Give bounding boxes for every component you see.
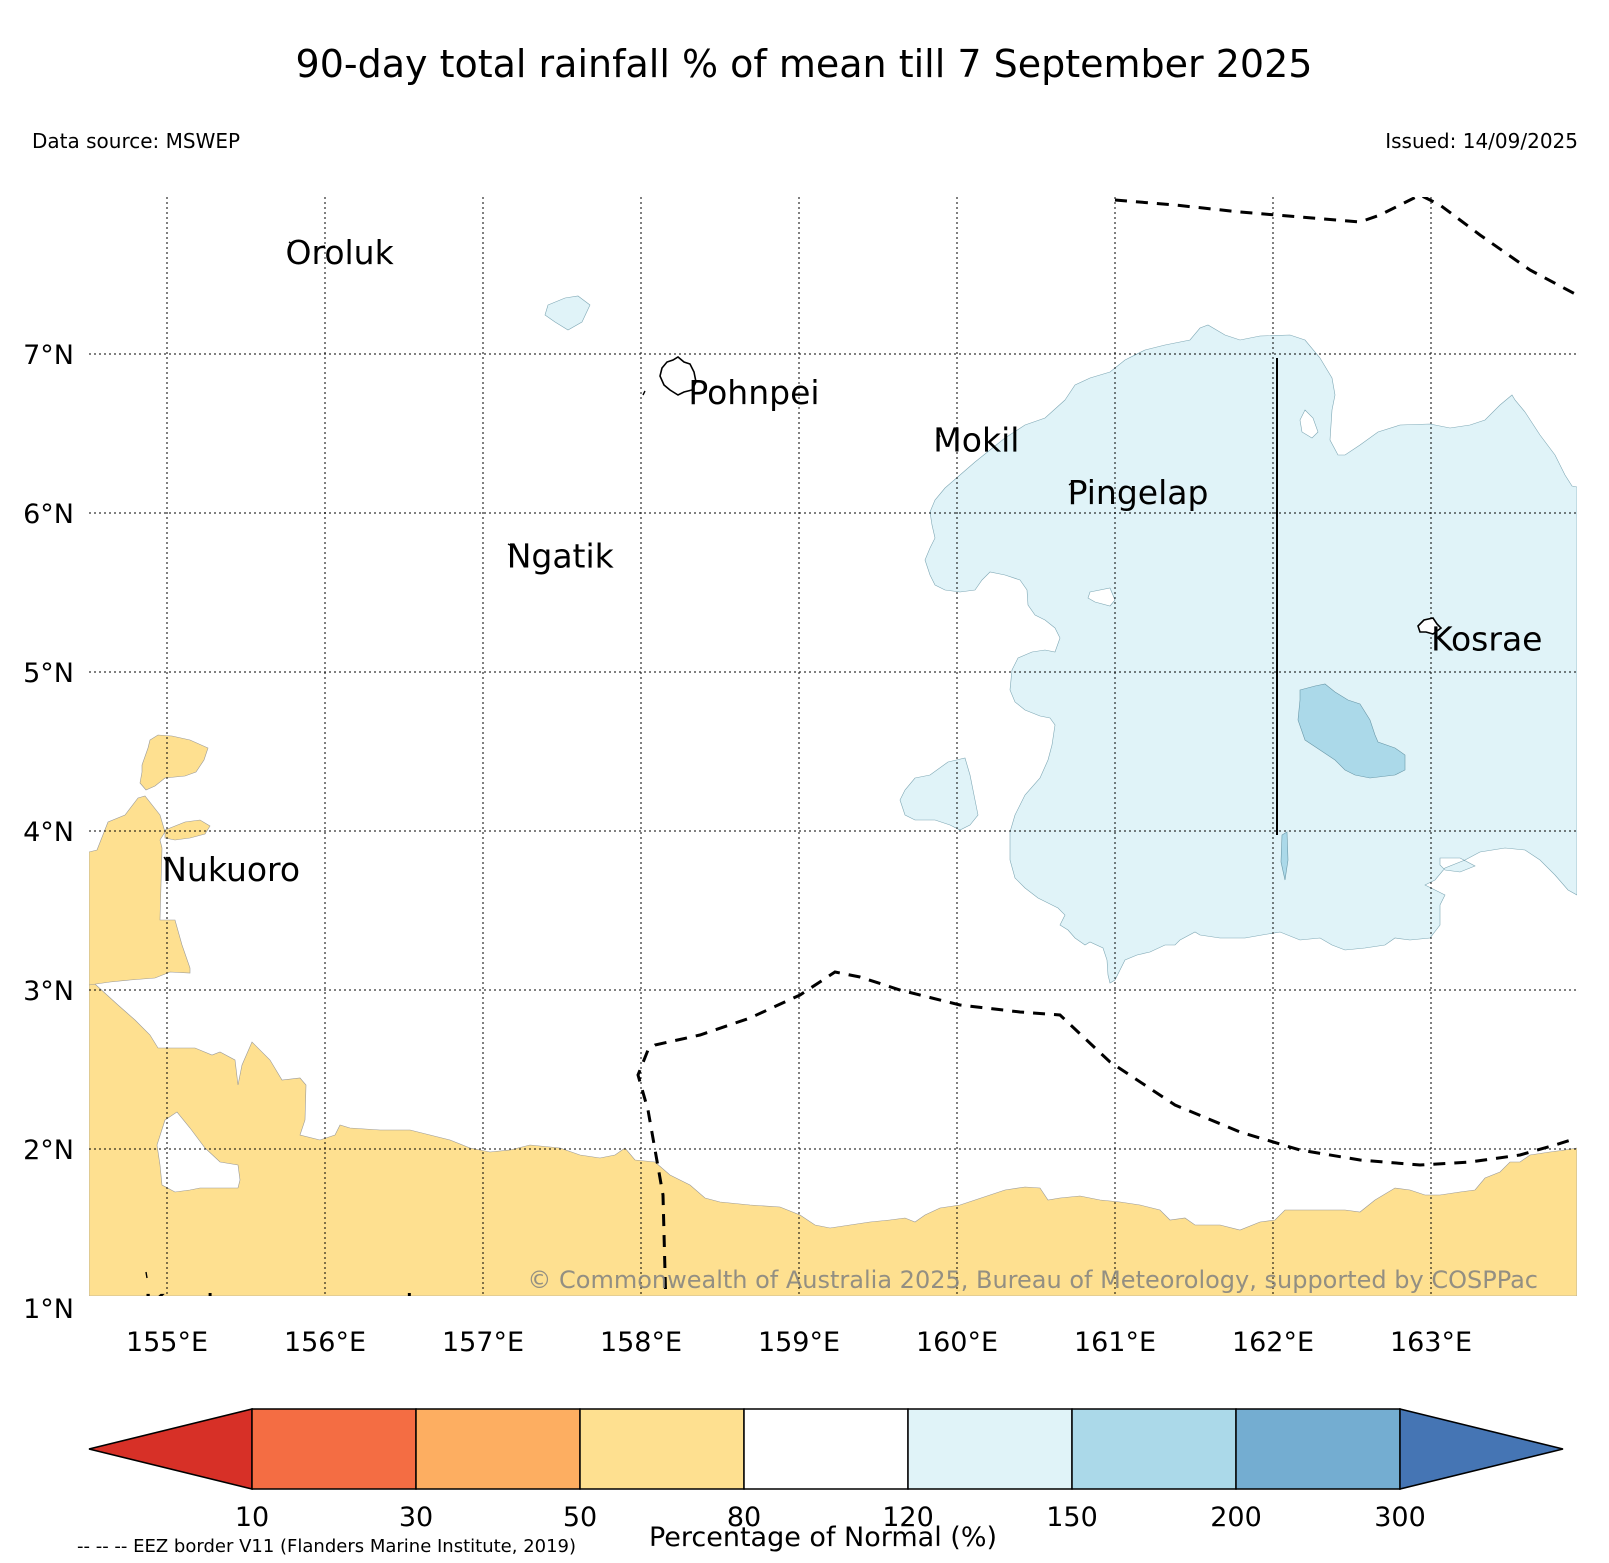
eez-border-south-east bbox=[636, 970, 1577, 1296]
rainfall-region-kosrae-south bbox=[1297, 683, 1406, 779]
longitude-tick-label: 155°E bbox=[126, 1327, 208, 1358]
rainfall-well-above-normal-regions bbox=[1280, 683, 1406, 881]
longitude-tick-labels: 155°E 156°E 157°E 158°E 159°E 160°E 161°E 162°E… bbox=[126, 1327, 1472, 1358]
latitude-tick-label: 1°N bbox=[23, 1294, 74, 1325]
ngatik-atoll-marker bbox=[507, 543, 517, 549]
colorbar-tick-label: 50 bbox=[563, 1502, 597, 1533]
kosrae-island bbox=[1417, 617, 1443, 635]
colorbar-extend-low bbox=[88, 1408, 253, 1490]
colorbar-tick-label: 30 bbox=[399, 1502, 433, 1533]
place-label-kosrae: Kosrae bbox=[1431, 619, 1542, 658]
latitude-tick-labels: 7°N 6°N 5°N 4°N 3°N 2°N 1°N bbox=[23, 340, 74, 1325]
longitude-tick-label: 160°E bbox=[916, 1327, 998, 1358]
place-labels: Oroluk Pohnpei Mokil Pingelap Ngatik Kosrae Nu… bbox=[143, 233, 1542, 1326]
figure-title: 90-day total rainfall % of mean till 7 S… bbox=[296, 42, 1313, 86]
issued-date-label: Issued: 14/09/2025 bbox=[1385, 129, 1578, 153]
place-label-pingelap: Pingelap bbox=[1068, 473, 1209, 512]
rainfall-above-normal-regions bbox=[544, 295, 1577, 984]
colorbar bbox=[88, 1408, 1564, 1490]
atoll-markers bbox=[145, 241, 1075, 1279]
longitude-tick-label: 157°E bbox=[442, 1327, 524, 1358]
rainfall-region-east bbox=[924, 324, 1577, 984]
colorbar-segment bbox=[251, 1408, 417, 1490]
place-label-mokil: Mokil bbox=[933, 421, 1019, 460]
latitude-tick-label: 6°N bbox=[23, 499, 74, 530]
colorbar-tick-label: 80 bbox=[727, 1502, 761, 1533]
place-label-nukuoro: Nukuoro bbox=[162, 850, 300, 889]
latitude-tick-label: 4°N bbox=[23, 817, 74, 848]
oroluk-atoll-marker bbox=[288, 241, 293, 245]
rainfall-region-center-patch bbox=[899, 757, 979, 831]
rainfall-region-west-coast bbox=[89, 795, 191, 986]
longitude-tick-label: 161°E bbox=[1074, 1327, 1156, 1358]
longitude-tick-label: 159°E bbox=[758, 1327, 840, 1358]
colorbar-segment bbox=[579, 1408, 745, 1490]
rainfall-region-north-small bbox=[544, 295, 591, 331]
latitude-tick-label: 5°N bbox=[23, 658, 74, 689]
colorbar-title: Percentage of Normal (%) bbox=[649, 1522, 997, 1553]
colorbar-segment bbox=[743, 1408, 909, 1490]
map-plot-area: Oroluk Pohnpei Mokil Pingelap Ngatik Kosrae Nu… bbox=[89, 197, 1577, 1326]
rainfall-region-narrow bbox=[1280, 831, 1289, 881]
eez-border-north-east bbox=[1114, 197, 1577, 297]
islands bbox=[659, 356, 1443, 635]
copyright-notice: © Commonwealth of Australia 2025, Bureau… bbox=[527, 1266, 1538, 1294]
eez-footnote: -- -- -- EEZ border V11 (Flanders Marine… bbox=[77, 1536, 576, 1557]
colorbar-tick-labels: 10 30 50 80 120 150 200 300 bbox=[235, 1502, 1426, 1533]
pohnpei-atoll-marker bbox=[642, 390, 646, 396]
nukuoro-atoll-marker bbox=[163, 856, 168, 863]
latitude-tick-label: 3°N bbox=[23, 976, 74, 1007]
colorbar-tick-label: 200 bbox=[1210, 1502, 1262, 1533]
colorbar-segment bbox=[907, 1408, 1073, 1490]
longitude-tick-label: 163°E bbox=[1390, 1327, 1472, 1358]
rainfall-region-north-patch bbox=[139, 734, 209, 791]
colorbar-extend-high bbox=[1399, 1408, 1564, 1490]
longitude-tick-label: 158°E bbox=[600, 1327, 682, 1358]
place-label-ngatik: Ngatik bbox=[507, 537, 615, 576]
colorbar-tick-label: 300 bbox=[1374, 1502, 1426, 1533]
pingelap-atoll-marker bbox=[1068, 480, 1075, 486]
place-label-oroluk: Oroluk bbox=[286, 233, 395, 272]
colorbar-tick-label: 150 bbox=[1046, 1502, 1098, 1533]
colorbar-segment bbox=[1235, 1408, 1401, 1490]
eez-borders bbox=[636, 197, 1577, 1296]
longitude-tick-label: 162°E bbox=[1232, 1327, 1314, 1358]
colorbar-segment bbox=[415, 1408, 581, 1490]
latitude-tick-label: 7°N bbox=[23, 340, 74, 371]
rainfall-region-mid-patch bbox=[164, 819, 211, 841]
rainfall-below-normal-regions bbox=[89, 734, 1577, 1296]
mokil-atoll-marker bbox=[937, 432, 941, 438]
latitude-tick-label: 2°N bbox=[23, 1135, 74, 1166]
longitude-tick-label: 156°E bbox=[284, 1327, 366, 1358]
kapingamarangi-atoll-marker bbox=[145, 1271, 148, 1279]
colorbar-segment bbox=[1071, 1408, 1237, 1490]
rainfall-region-south-band bbox=[89, 979, 1577, 1296]
place-label-kapingamarangi: Kapingamarangi bbox=[143, 1287, 414, 1326]
place-label-pohnpei: Pohnpei bbox=[688, 373, 819, 412]
colorbar-tick-label: 10 bbox=[235, 1502, 269, 1533]
pohnpei-island bbox=[659, 356, 697, 396]
data-source-label: Data source: MSWEP bbox=[32, 129, 240, 153]
graticule bbox=[89, 197, 1577, 1296]
colorbar-tick-label: 120 bbox=[882, 1502, 934, 1533]
